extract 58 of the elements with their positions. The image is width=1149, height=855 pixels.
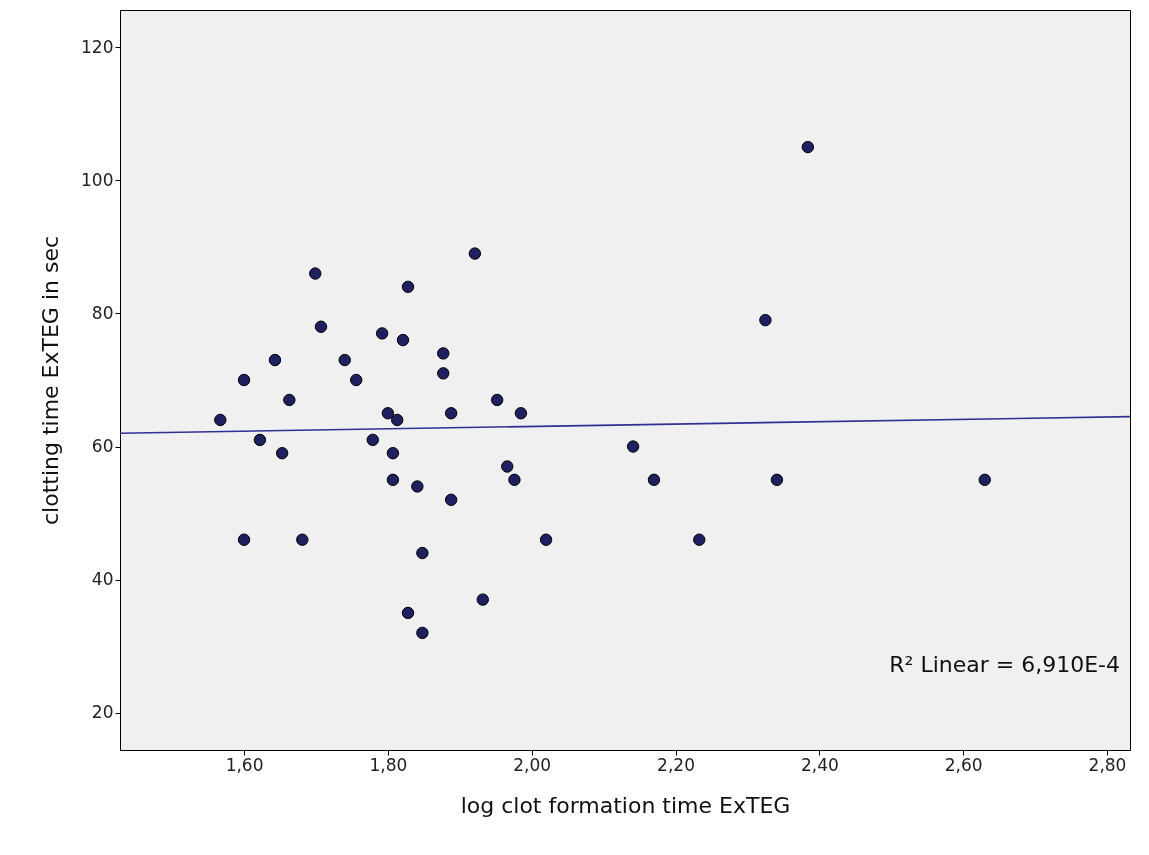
y-tick-label: 20: [91, 702, 114, 723]
y-axis-title: clotting time ExTEG in sec: [38, 235, 64, 526]
point: [275, 447, 289, 460]
y-tick-label: 60: [91, 436, 114, 457]
point: [490, 393, 504, 407]
x-tick-label: 2,80: [1088, 754, 1127, 775]
point: [416, 626, 429, 640]
point: [314, 320, 328, 333]
y-tick-label: 40: [91, 569, 114, 590]
point: [366, 433, 379, 447]
point: [801, 140, 815, 154]
point: [978, 473, 991, 487]
point: [350, 373, 363, 387]
point: [391, 413, 404, 427]
x-tick-label: 2,60: [944, 754, 983, 775]
point: [237, 373, 251, 387]
annotation: R² Linear = 6,910E-4: [889, 652, 1120, 677]
point: [401, 606, 415, 620]
x-tick-label: 1,80: [369, 754, 408, 775]
point: [476, 593, 489, 606]
point: [437, 367, 450, 380]
point: [626, 440, 640, 453]
point: [396, 333, 410, 347]
point: [338, 353, 351, 367]
point: [501, 460, 514, 473]
x-tick-label: 2,20: [657, 754, 695, 775]
point: [444, 493, 458, 506]
point: [253, 433, 267, 447]
point: [514, 407, 528, 420]
point: [693, 533, 706, 546]
y-tick-label: 120: [81, 36, 114, 57]
point: [444, 407, 458, 420]
x-tick-label: 2,40: [800, 754, 839, 775]
point: [468, 247, 482, 260]
point: [381, 407, 395, 420]
point: [386, 473, 400, 487]
point: [375, 327, 389, 340]
x-tick-label: 1,60: [225, 754, 264, 775]
point: [401, 280, 415, 294]
point: [411, 480, 424, 493]
point: [214, 413, 227, 427]
point: [508, 473, 521, 487]
point: [309, 267, 322, 280]
point: [416, 546, 429, 560]
point: [770, 473, 784, 487]
point: [296, 533, 309, 546]
point: [539, 533, 553, 546]
y-tick-label: 100: [81, 169, 114, 190]
y-tick-label: 80: [91, 302, 114, 323]
point: [437, 347, 450, 360]
point: [237, 533, 251, 546]
point: [759, 313, 772, 327]
point: [268, 353, 282, 367]
x-tick-label: 2,00: [513, 754, 552, 775]
point: [386, 447, 400, 460]
x-axis-title: log clot formation time ExTEG: [460, 792, 791, 818]
point: [283, 393, 296, 407]
point: [647, 473, 661, 487]
